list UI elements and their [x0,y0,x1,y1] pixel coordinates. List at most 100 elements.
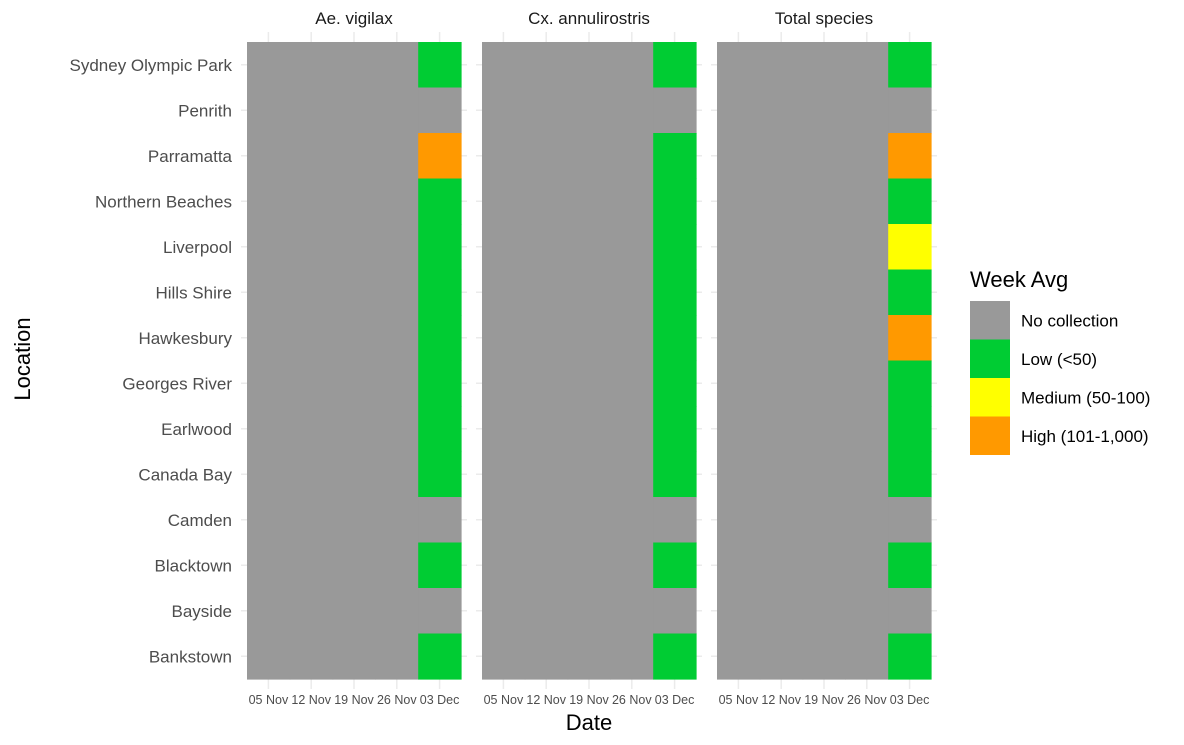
heatmap-cell [375,542,419,589]
heatmap-cell [567,406,611,453]
x-tick-label: 03 Dec [890,693,930,707]
heatmap-cell [759,87,804,134]
y-tick-label: Bankstown [149,647,232,666]
heatmap-cell [653,451,697,498]
heatmap-cell [375,42,419,89]
panel-titles: Ae. vigilax Cx. annulirostris Total specie… [315,9,873,28]
heatmap-cell [759,406,804,453]
heatmap-cell [759,588,804,635]
heatmap-cell [845,360,889,407]
y-tick-label: Hawkesbury [138,329,232,348]
heatmap-cell [418,633,462,680]
x-tick-label: 26 Nov [612,693,652,707]
heatmap-cell [610,224,654,271]
heatmap-cell [289,87,334,134]
heatmap-cell [524,87,569,134]
heatmap-cell [247,178,291,225]
heatmap-cell [418,224,462,271]
heatmap-cell [717,87,761,134]
heatmap-cell [802,315,846,362]
heatmap-cell [845,87,889,134]
heatmap-cell [802,224,846,271]
heatmap-cell [247,269,291,316]
heatmap-cell [482,87,526,134]
heatmap-cell [567,633,611,680]
heatmap-cell [845,497,889,544]
legend-key-low-50 [970,339,1010,378]
heatmap-cell [289,42,334,89]
heatmap-cell [845,269,889,316]
heatmap-cell [247,406,291,453]
heatmap-cell [289,497,334,544]
heatmap-cell [567,542,611,589]
heatmap-cell [418,133,462,180]
heatmap-cell [524,178,569,225]
heatmap-cell [653,406,697,453]
heatmap-cell [802,451,846,498]
heatmap-cell [717,133,761,180]
x-axis-title: Date [566,710,612,735]
heatmap-cell [289,315,334,362]
heatmap-cell [567,497,611,544]
heatmap-cell [610,360,654,407]
heatmap-cells [247,42,932,680]
heatmap-cell [610,633,654,680]
heatmap-cell [375,269,419,316]
heatmap-cell [524,133,569,180]
heatmap-cell [375,588,419,635]
heatmap-cell [759,451,804,498]
y-tick-label: Sydney Olympic Park [70,56,233,75]
heatmap-cell [289,588,334,635]
heatmap-cell [247,224,291,271]
x-tick-label: 19 Nov [569,693,609,707]
legend-title: Week Avg [970,267,1068,292]
heatmap-cell [888,42,932,89]
heatmap-cell [247,633,291,680]
heatmap-cell [418,269,462,316]
heatmap-cell [610,133,654,180]
heatmap-cell [845,633,889,680]
heatmap-cell [802,178,846,225]
heatmap-cell [375,178,419,225]
x-tick-label: 05 Nov [249,693,289,707]
heatmap-cell [888,360,932,407]
heatmap-cell [717,588,761,635]
heatmap-cell [802,497,846,544]
heatmap-cell [482,224,526,271]
heatmap-cell [845,315,889,362]
heatmap-cell [482,497,526,544]
x-tick-label: 03 Dec [420,693,460,707]
heatmap-cell [653,224,697,271]
heatmap-cell [653,360,697,407]
x-tick-label: 19 Nov [334,693,374,707]
heatmap-cell [888,133,932,180]
heatmap-cell [802,542,846,589]
heatmap-cell [759,224,804,271]
heatmap-cell [524,42,569,89]
heatmap-cell [524,360,569,407]
heatmap-cell [332,360,376,407]
heatmap-cell [375,633,419,680]
heatmap-cell [289,269,334,316]
heatmap-cell [332,497,376,544]
x-tick-label: 05 Nov [719,693,759,707]
heatmap-cell [610,178,654,225]
heatmap-cell [418,542,462,589]
heatmap-cell [845,224,889,271]
heatmap-cell [888,269,932,316]
y-tick-label: Georges River [122,374,232,393]
y-tick-labels: Sydney Olympic Park Penrith Parramatta Nort… [70,56,233,667]
x-tick-label: 12 Nov [526,693,566,707]
heatmap-cell [610,497,654,544]
heatmap-cell [653,178,697,225]
heatmap-cell [375,451,419,498]
heatmap-cell [610,315,654,362]
heatmap-cell [610,406,654,453]
heatmap-cell [802,133,846,180]
legend-key-high-101-1-000 [970,416,1010,455]
heatmap-cell [717,633,761,680]
heatmap-cell [653,633,697,680]
y-tick-label: Northern Beaches [95,192,232,211]
heatmap-cell [418,588,462,635]
heatmap-cell [524,497,569,544]
